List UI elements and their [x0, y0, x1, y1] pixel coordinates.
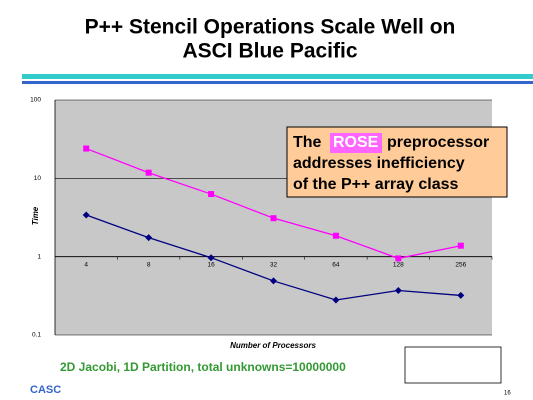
- data-point: [394, 286, 402, 294]
- data-point: [207, 254, 215, 262]
- annotation-highlight: ROSE: [333, 134, 379, 151]
- data-point: [457, 291, 465, 299]
- y-axis-title: Time: [31, 206, 40, 225]
- x-axis-title: Number of Processors: [230, 341, 316, 350]
- x-tick-label: 32: [270, 261, 278, 268]
- title-line: P++ Stencil Operations Scale Well on: [85, 16, 456, 39]
- x-tick-label: 128: [393, 261, 404, 268]
- highlight: [330, 133, 382, 153]
- data-point: [457, 242, 464, 249]
- divider: [22, 74, 533, 79]
- annotation-box: [286, 126, 508, 198]
- y-tick-label: 10: [34, 175, 42, 182]
- subtitle: 2D Jacobi, 1D Partition, total unknowns=…: [60, 360, 346, 374]
- y-tick-label: 0.1: [32, 332, 41, 339]
- x-tick-label: 256: [455, 261, 466, 268]
- x-tick-label: 16: [207, 261, 215, 268]
- data-point: [270, 215, 277, 222]
- x-tick-label: 4: [84, 261, 88, 268]
- title-line: ASCI Blue Pacific: [182, 40, 357, 63]
- data-point: [332, 232, 339, 239]
- data-point: [270, 277, 277, 285]
- legend: [404, 346, 502, 384]
- annotation-text: preprocessor: [387, 134, 489, 151]
- data-point: [82, 211, 90, 219]
- data-point: [145, 234, 153, 242]
- data-point: [83, 145, 90, 152]
- page-number: 16: [504, 391, 511, 397]
- x-tick-label: 8: [147, 261, 151, 268]
- annotation-text: addresses inefficiency: [293, 155, 465, 172]
- y-tick-label: 100: [30, 97, 41, 104]
- data-point: [395, 255, 402, 262]
- annotation-text: The: [293, 134, 322, 151]
- y-tick-label: 1: [37, 253, 41, 260]
- annotation: The ROSE preprocessor addresses ineffici…: [286, 126, 508, 198]
- data-point: [208, 191, 215, 198]
- footer: CASC: [30, 384, 61, 396]
- annotation-text: of the P++ array class: [293, 176, 459, 193]
- data-point: [145, 169, 152, 176]
- x-tick-label: 64: [332, 261, 340, 268]
- data-point: [332, 296, 340, 304]
- divider: [22, 81, 533, 84]
